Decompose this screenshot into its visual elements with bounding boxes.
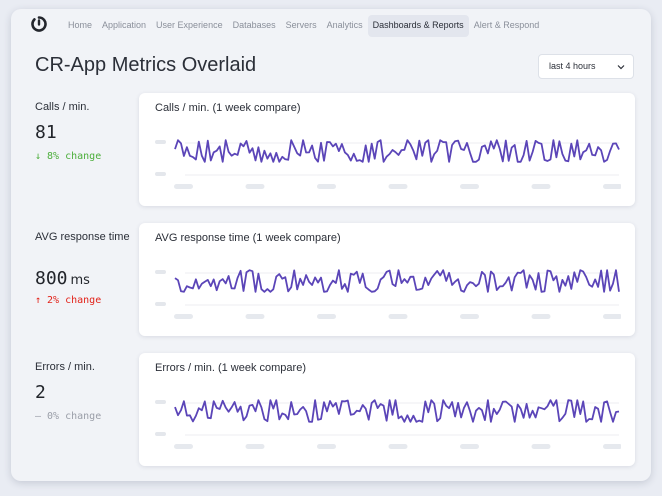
x-tick-placeholder bbox=[245, 444, 265, 449]
calls-change: ↓ 8% change bbox=[35, 151, 102, 162]
response-time-change: ↑ 2% change bbox=[35, 295, 102, 306]
nav-servers[interactable]: Servers bbox=[285, 20, 317, 30]
errors-metric-value: 2 bbox=[35, 382, 49, 403]
calls-metric-label: Calls / min. bbox=[35, 101, 90, 113]
x-tick-placeholder bbox=[317, 314, 336, 319]
calls-chart-title: Calls / min. (1 week compare) bbox=[155, 102, 301, 114]
calls-metric-value: 81 bbox=[35, 122, 60, 143]
y-tick-placeholder bbox=[155, 140, 166, 144]
y-tick-placeholder bbox=[155, 270, 166, 274]
x-tick-placeholder bbox=[245, 314, 265, 319]
nav-databases[interactable]: Databases bbox=[232, 20, 276, 30]
metric-line bbox=[174, 399, 620, 423]
response-time-metric-value: 800 ms bbox=[35, 268, 90, 289]
response-time-chart-title: AVG response time (1 week compare) bbox=[155, 232, 341, 244]
x-tick-placeholder bbox=[603, 314, 621, 319]
nav-analytics[interactable]: Analytics bbox=[326, 20, 363, 30]
errors-sparkline bbox=[155, 399, 621, 449]
page-title: CR-App Metrics Overlaid bbox=[35, 54, 257, 76]
chevron-down-icon bbox=[617, 65, 625, 70]
nav-user-experience[interactable]: User Experience bbox=[156, 20, 223, 30]
nav-alert-respond[interactable]: Alert & Respond bbox=[473, 20, 540, 30]
x-tick-placeholder bbox=[531, 444, 551, 449]
nav-dashboards-reports[interactable]: Dashboards & Reports bbox=[367, 15, 469, 37]
nav-application[interactable]: Application bbox=[102, 20, 147, 30]
x-tick-placeholder bbox=[317, 184, 336, 189]
x-tick-placeholder bbox=[174, 184, 193, 189]
response-time-sparkline bbox=[155, 269, 621, 319]
x-tick-placeholder bbox=[531, 314, 551, 319]
x-tick-placeholder bbox=[603, 444, 621, 449]
logo-icon[interactable] bbox=[31, 16, 47, 32]
errors-change: — 0% change bbox=[35, 411, 102, 422]
metric-line bbox=[174, 139, 620, 163]
y-tick-placeholder bbox=[155, 302, 166, 306]
x-tick-placeholder bbox=[245, 184, 265, 189]
time-range-select[interactable]: last 4 hours bbox=[538, 54, 634, 79]
top-navigation-bar: Home Application User Experience Databas… bbox=[11, 9, 651, 40]
x-tick-placeholder bbox=[531, 184, 551, 189]
x-tick-placeholder bbox=[388, 184, 408, 189]
calls-value-number: 81 bbox=[35, 122, 57, 143]
time-range-value: last 4 hours bbox=[549, 61, 596, 71]
x-tick-placeholder bbox=[388, 444, 408, 449]
x-tick-placeholder bbox=[460, 184, 479, 189]
errors-value-number: 2 bbox=[35, 382, 46, 403]
x-tick-placeholder bbox=[174, 444, 193, 449]
errors-metric-label: Errors / min. bbox=[35, 361, 95, 373]
response-time-metric-label: AVG response time bbox=[35, 231, 130, 243]
x-tick-placeholder bbox=[460, 314, 479, 319]
x-tick-placeholder bbox=[317, 444, 336, 449]
y-tick-placeholder bbox=[155, 400, 166, 404]
main-nav: Home Application User Experience Databas… bbox=[63, 15, 544, 37]
nav-home[interactable]: Home bbox=[68, 20, 93, 30]
dashboard-window: Home Application User Experience Databas… bbox=[11, 9, 651, 481]
x-tick-placeholder bbox=[388, 314, 408, 319]
response-time-value-number: 800 bbox=[35, 268, 68, 289]
x-tick-placeholder bbox=[460, 444, 479, 449]
response-time-value-unit: ms bbox=[70, 273, 90, 288]
x-tick-placeholder bbox=[174, 314, 193, 319]
x-tick-placeholder bbox=[603, 184, 621, 189]
calls-chart-card: Calls / min. (1 week compare) bbox=[139, 93, 635, 206]
y-tick-placeholder bbox=[155, 432, 166, 436]
metric-line bbox=[174, 269, 620, 293]
errors-chart-title: Errors / min. (1 week compare) bbox=[155, 362, 306, 374]
response-time-chart-card: AVG response time (1 week compare) bbox=[139, 223, 635, 336]
errors-chart-card: Errors / min. (1 week compare) bbox=[139, 353, 635, 466]
y-tick-placeholder bbox=[155, 172, 166, 176]
calls-sparkline bbox=[155, 139, 621, 189]
